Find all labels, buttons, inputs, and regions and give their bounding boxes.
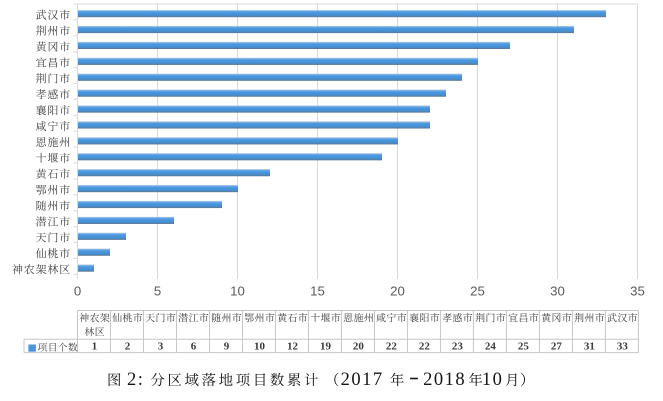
svg-text:20: 20	[390, 284, 405, 299]
svg-text:22: 22	[419, 341, 431, 353]
svg-text:33: 33	[617, 341, 629, 353]
svg-text:3: 3	[158, 341, 164, 353]
svg-text:27: 27	[551, 341, 563, 353]
svg-text:25: 25	[470, 284, 485, 299]
svg-text:24: 24	[485, 341, 497, 353]
svg-text:19: 19	[320, 341, 332, 353]
svg-text:5: 5	[154, 284, 161, 299]
svg-text:2018: 2018	[423, 370, 466, 390]
svg-text:23: 23	[452, 341, 464, 353]
svg-text:6: 6	[191, 341, 197, 353]
svg-text:22: 22	[386, 341, 398, 353]
svg-text:1: 1	[92, 341, 98, 353]
svg-text:2:: 2:	[127, 370, 144, 390]
svg-text:2: 2	[125, 341, 131, 353]
svg-text:10: 10	[254, 341, 266, 353]
svg-text:10: 10	[482, 370, 504, 390]
svg-text:25: 25	[518, 341, 530, 353]
svg-text:20: 20	[353, 341, 365, 353]
svg-text:31: 31	[584, 341, 595, 353]
svg-text:12: 12	[287, 341, 299, 353]
svg-text:10: 10	[230, 284, 245, 299]
svg-text:2017: 2017	[341, 370, 384, 390]
svg-text:9: 9	[224, 341, 230, 353]
svg-text:0: 0	[74, 284, 81, 299]
svg-text:15: 15	[310, 284, 325, 299]
svg-text:35: 35	[630, 284, 645, 299]
svg-text:30: 30	[550, 284, 565, 299]
